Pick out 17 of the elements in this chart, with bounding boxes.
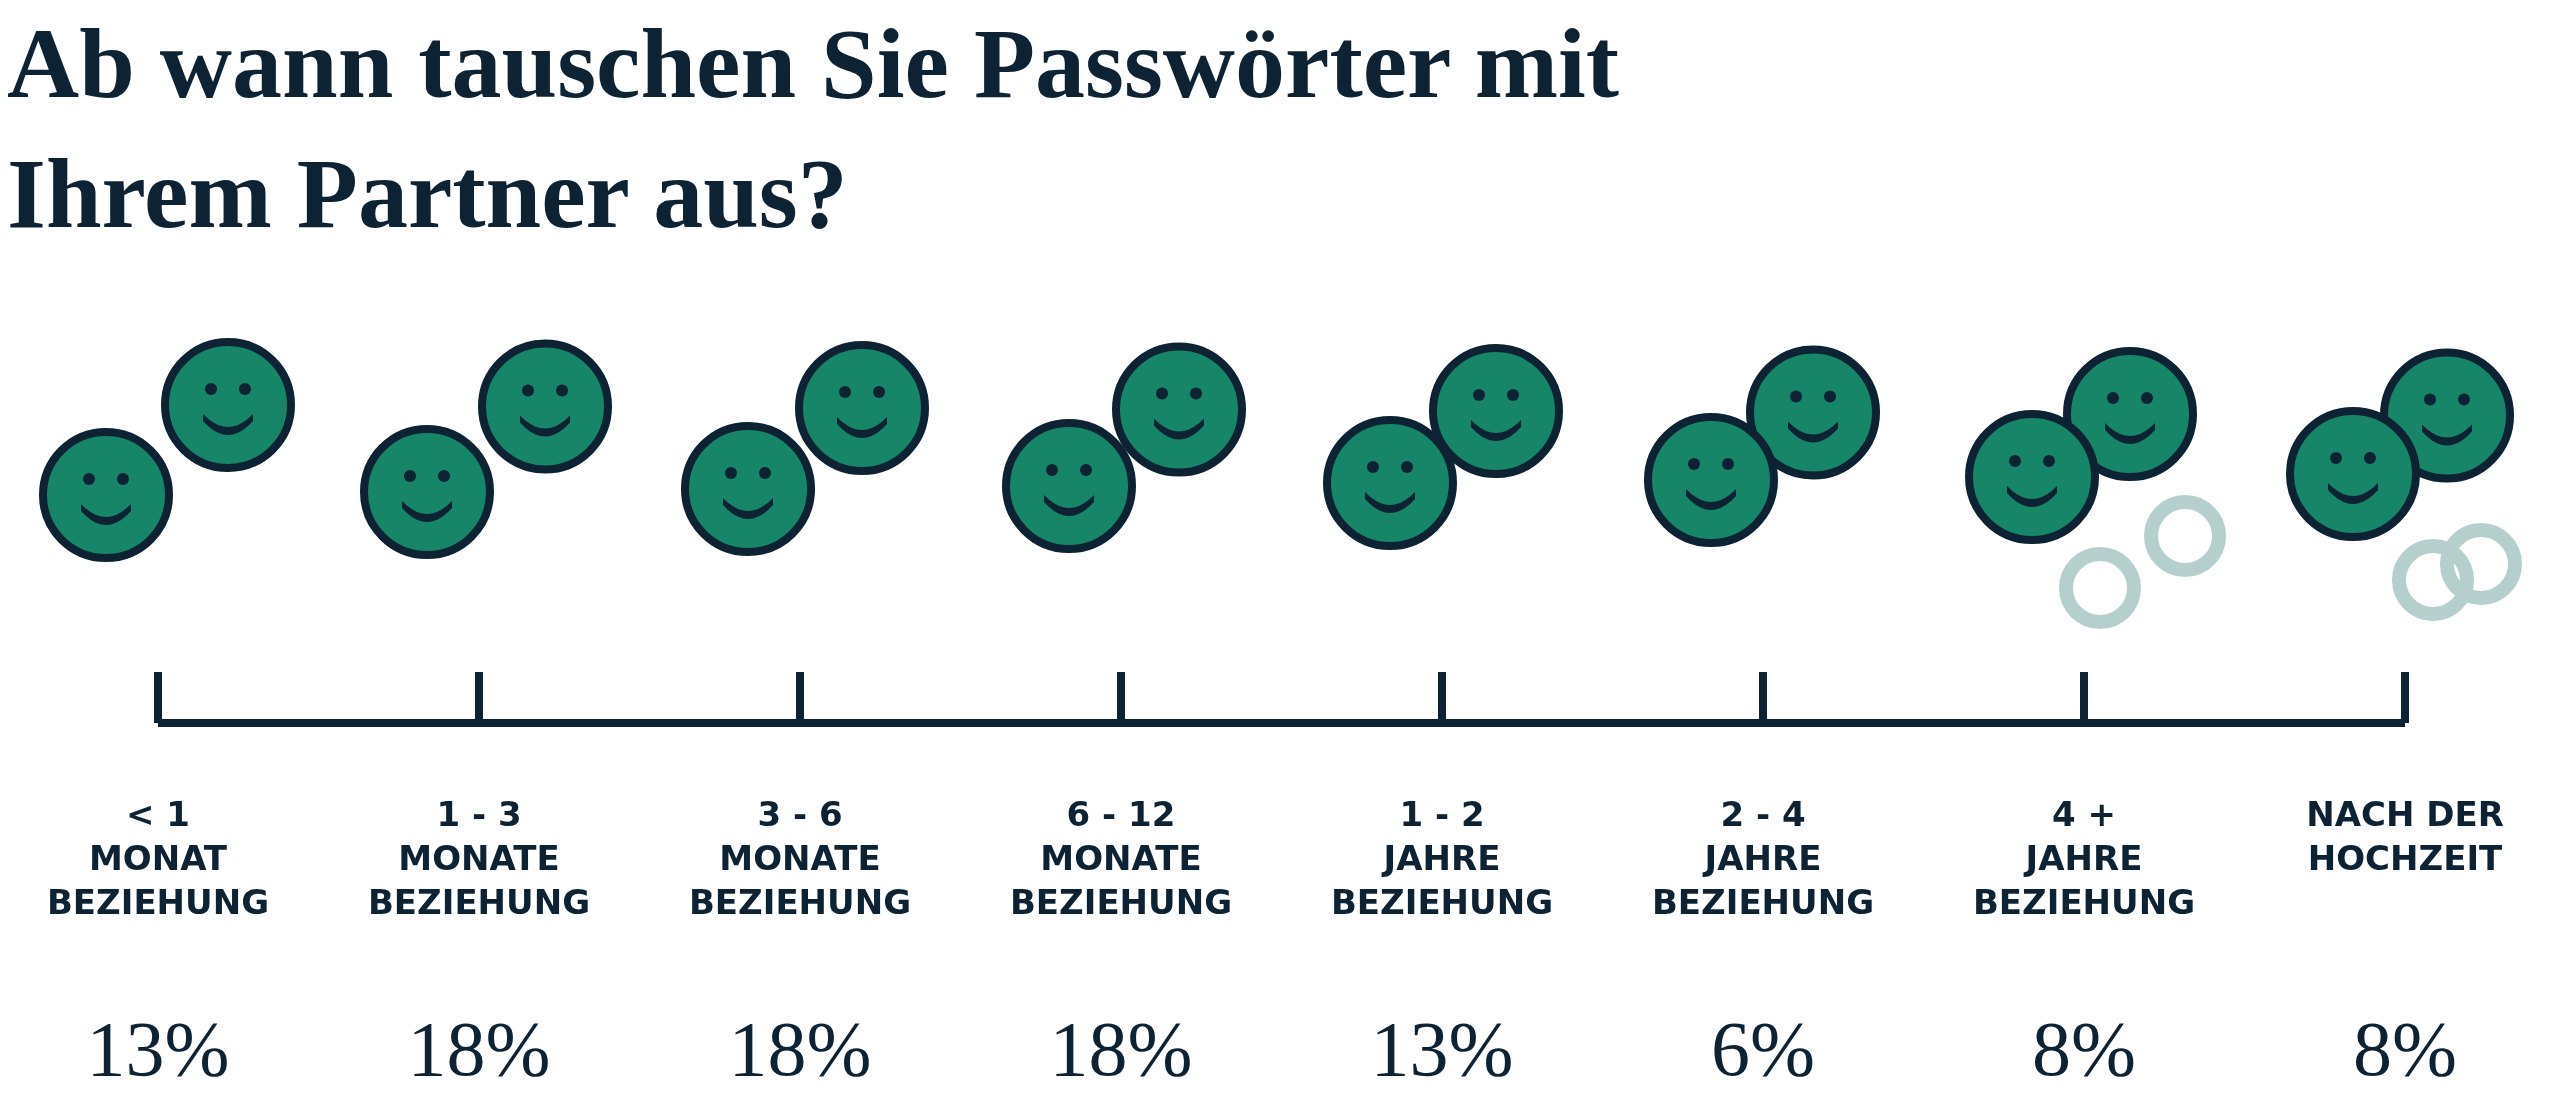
category-label: 3 - 6 MONATE BEZIEHUNG	[688, 793, 912, 922]
data-label: 8%	[2032, 1004, 2136, 1092]
category-label: < 1 MONAT BEZIEHUNG	[46, 793, 270, 922]
data-label: 18%	[728, 1004, 872, 1092]
category-label: 1 - 2 JAHRE BEZIEHUNG	[1330, 793, 1554, 922]
data-label: 18%	[1049, 1004, 1193, 1092]
category-label: 4 + JAHRE BEZIEHUNG	[1972, 793, 2196, 922]
data-label: 8%	[2353, 1004, 2457, 1092]
category-label: NACH DER HOCHZEIT	[2306, 793, 2504, 878]
data-label: 6%	[1711, 1004, 1815, 1092]
category-label: 2 - 4 JAHRE BEZIEHUNG	[1651, 793, 1875, 922]
data-label: 18%	[407, 1004, 551, 1092]
text: Ab wann tauschen Sie Passwörter mit Ihrem Partner aus?	[7, 8, 1620, 249]
data-label: 13%	[86, 1004, 230, 1092]
category-label: 6 - 12 MONATE BEZIEHUNG	[1009, 793, 1233, 922]
category-label: 1 - 3 MONATE BEZIEHUNG	[367, 793, 591, 922]
data-label: 13%	[1370, 1004, 1514, 1092]
